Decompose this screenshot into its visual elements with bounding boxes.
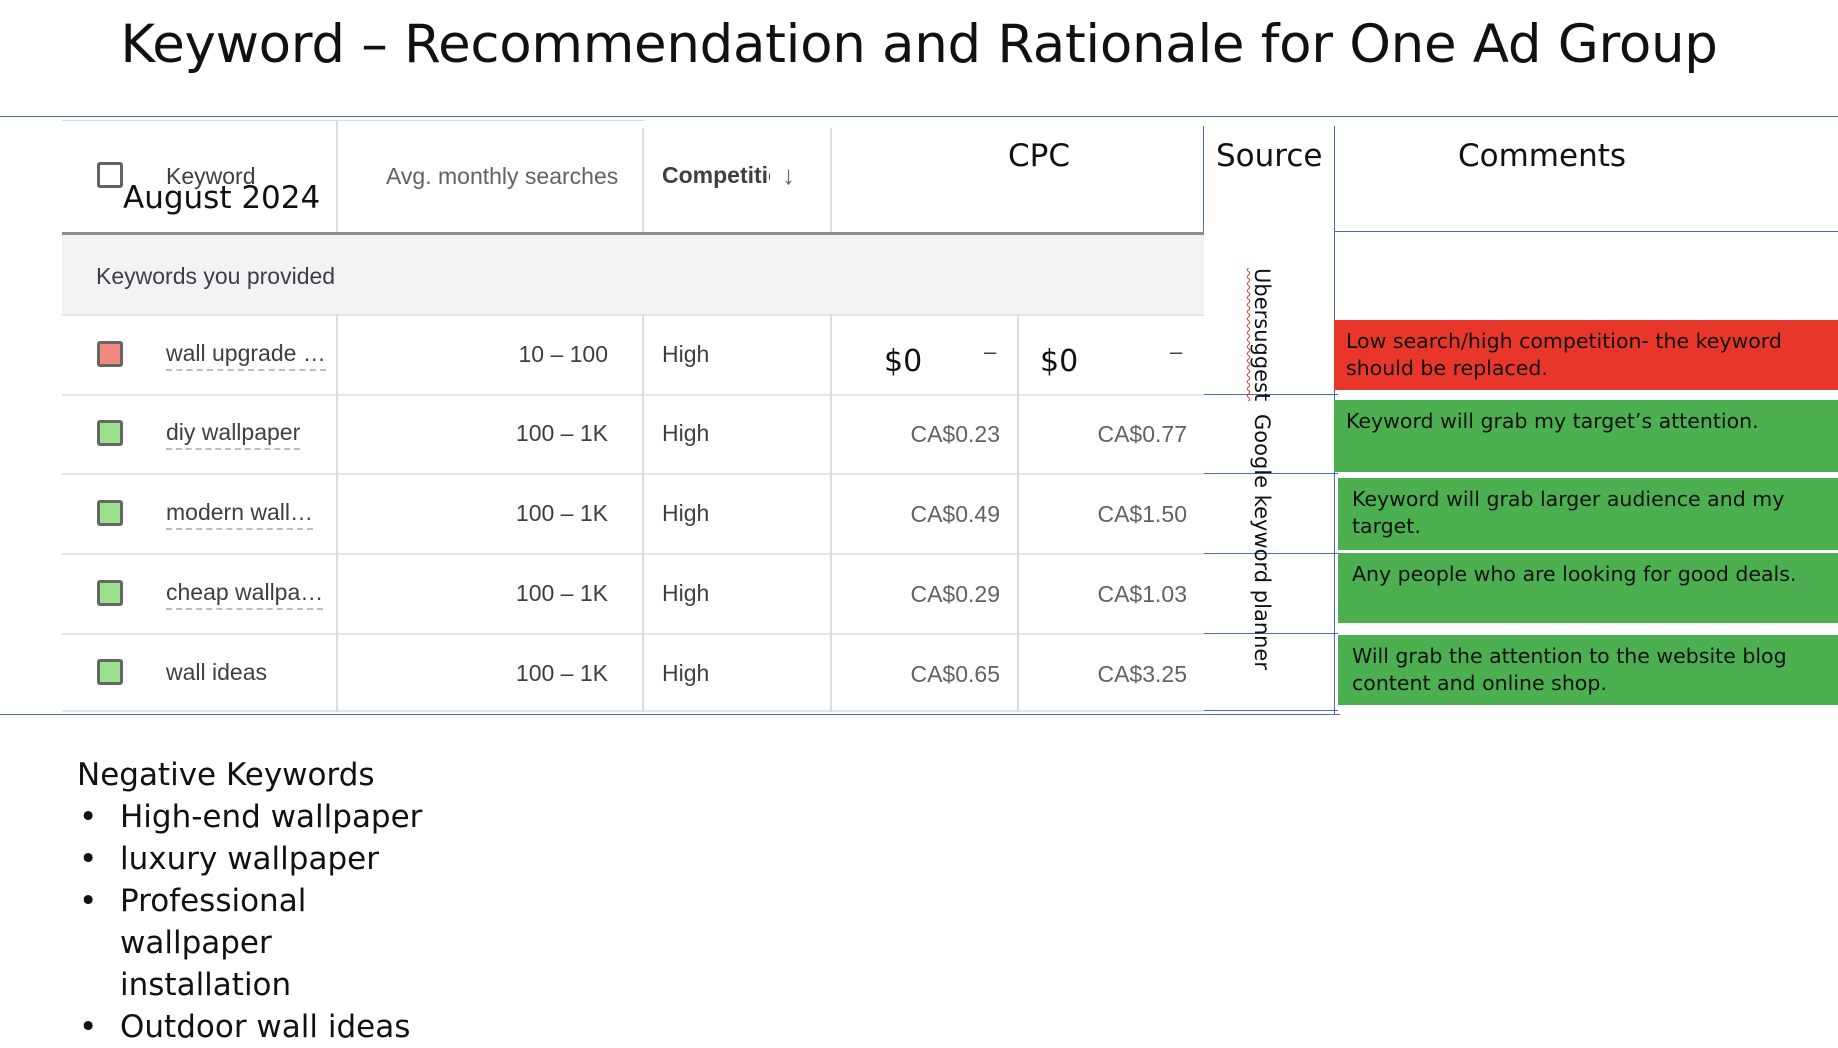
competition-cell: High (662, 580, 710, 606)
cpc-high-cell: CA$1.03 (1097, 581, 1187, 607)
cpc-high-dash: – (1170, 339, 1183, 364)
avg-monthly-searches-header[interactable]: Avg. monthly searches (386, 163, 619, 189)
row-divider (62, 710, 1204, 712)
competition-header[interactable]: Competition (662, 162, 770, 188)
negative-keywords-list: High-end wallpaper luxury wallpaper Prof… (77, 796, 597, 1048)
date-label: August 2024 (123, 180, 321, 216)
keyword-cell[interactable]: diy wallpaper (166, 419, 301, 450)
comments-header: Comments (1458, 138, 1627, 174)
body-divider-3 (830, 314, 832, 712)
section-band (62, 235, 1204, 314)
cpc-low-cell: CA$0.29 (910, 581, 1000, 607)
row-checkbox[interactable] (97, 420, 123, 446)
cpc-high-cell: $0 (1040, 344, 1079, 379)
competition-cell: High (662, 420, 710, 446)
source-divider-2 (1203, 473, 1338, 474)
cpc-high-cell: CA$1.50 (1097, 501, 1187, 527)
row-checkbox[interactable] (97, 580, 123, 606)
row-checkbox[interactable] (97, 341, 123, 367)
competition-cell: High (662, 341, 710, 367)
source-left-border (1203, 126, 1204, 234)
comment-cell: Keyword will grab larger audience and my… (1338, 478, 1838, 550)
negative-keyword-item: High-end wallpaper (77, 796, 597, 838)
row-divider (62, 473, 1204, 475)
keyword-cell[interactable]: cheap wallpa… (166, 579, 324, 610)
source-divider-4 (1203, 633, 1338, 634)
source-divider-3 (1203, 553, 1338, 554)
body-divider-1 (336, 314, 338, 712)
header-underline (62, 232, 1204, 235)
keyword-cell[interactable]: modern wall… (166, 499, 313, 530)
comment-cell: Keyword will grab my target’s attention. (1334, 400, 1838, 472)
negative-keyword-item: Professional wallpaper installation (77, 880, 450, 1006)
cpc-low-cell: CA$0.23 (910, 421, 1000, 447)
body-divider-4 (1017, 314, 1019, 712)
header-divider-2 (642, 128, 644, 234)
competition-cell: High (662, 500, 710, 526)
header-divider-1 (336, 120, 338, 234)
table-top-border (0, 116, 1838, 117)
cpc-low-cell: $0 (884, 344, 923, 379)
cpc-high-cell: CA$0.77 (1097, 421, 1187, 447)
row-divider (62, 633, 1204, 635)
keyword-cell[interactable]: wall ideas (166, 659, 267, 685)
sort-arrow-down-icon[interactable]: ↓ (782, 160, 795, 190)
source-divider-1 (1203, 394, 1338, 395)
row-checkbox[interactable] (97, 659, 123, 685)
row-divider (62, 394, 1204, 396)
comments-header-border (1334, 231, 1838, 232)
negative-keywords-heading: Negative Keywords (77, 757, 375, 793)
comment-cell: Low search/high competition- the keyword… (1334, 320, 1838, 390)
cpc-header: CPC (1008, 138, 1070, 174)
searches-cell: 100 – 1K (515, 580, 608, 606)
source-header: Source (1216, 138, 1323, 174)
negative-keyword-item: Outdoor wall ideas (77, 1006, 597, 1048)
searches-cell: 100 – 1K (515, 660, 608, 686)
header-top-line (62, 120, 645, 121)
cpc-high-cell: CA$3.25 (1097, 661, 1187, 687)
cpc-low-cell: CA$0.49 (910, 501, 1000, 527)
table-bottom-border (0, 714, 1340, 715)
source-bottom-border (1203, 710, 1338, 711)
comment-cell: Will grab the attention to the website b… (1338, 635, 1838, 705)
comment-cell: Any people who are looking for good deal… (1338, 553, 1838, 623)
select-all-checkbox[interactable] (97, 162, 123, 188)
cpc-low-dash: – (984, 339, 997, 364)
competition-cell: High (662, 660, 710, 686)
searches-cell: 100 – 1K (515, 500, 608, 526)
negative-keywords-section: Negative Keywords High-end wallpaper lux… (77, 754, 597, 1048)
row-checkbox[interactable] (97, 500, 123, 526)
section-bottom-line (62, 314, 1204, 316)
cpc-low-cell: CA$0.65 (910, 661, 1000, 687)
keyword-cell[interactable]: wall upgrade … (166, 340, 326, 371)
keyword-column-header[interactable]: Keyword (166, 163, 256, 189)
header-divider-3 (830, 128, 832, 234)
searches-cell: 100 – 1K (515, 420, 608, 446)
source-ubersuggest: Ubersuggest (1250, 268, 1274, 402)
slide-title: Keyword – Recommendation and Rationale f… (120, 14, 1718, 75)
section-label: Keywords you provided (96, 263, 336, 289)
body-divider-2 (642, 314, 644, 712)
source-google-keyword-planner: Google keyword planner (1250, 414, 1274, 670)
row-divider (62, 553, 1204, 555)
searches-cell: 10 – 100 (518, 341, 608, 367)
negative-keyword-item: luxury wallpaper (77, 838, 597, 880)
